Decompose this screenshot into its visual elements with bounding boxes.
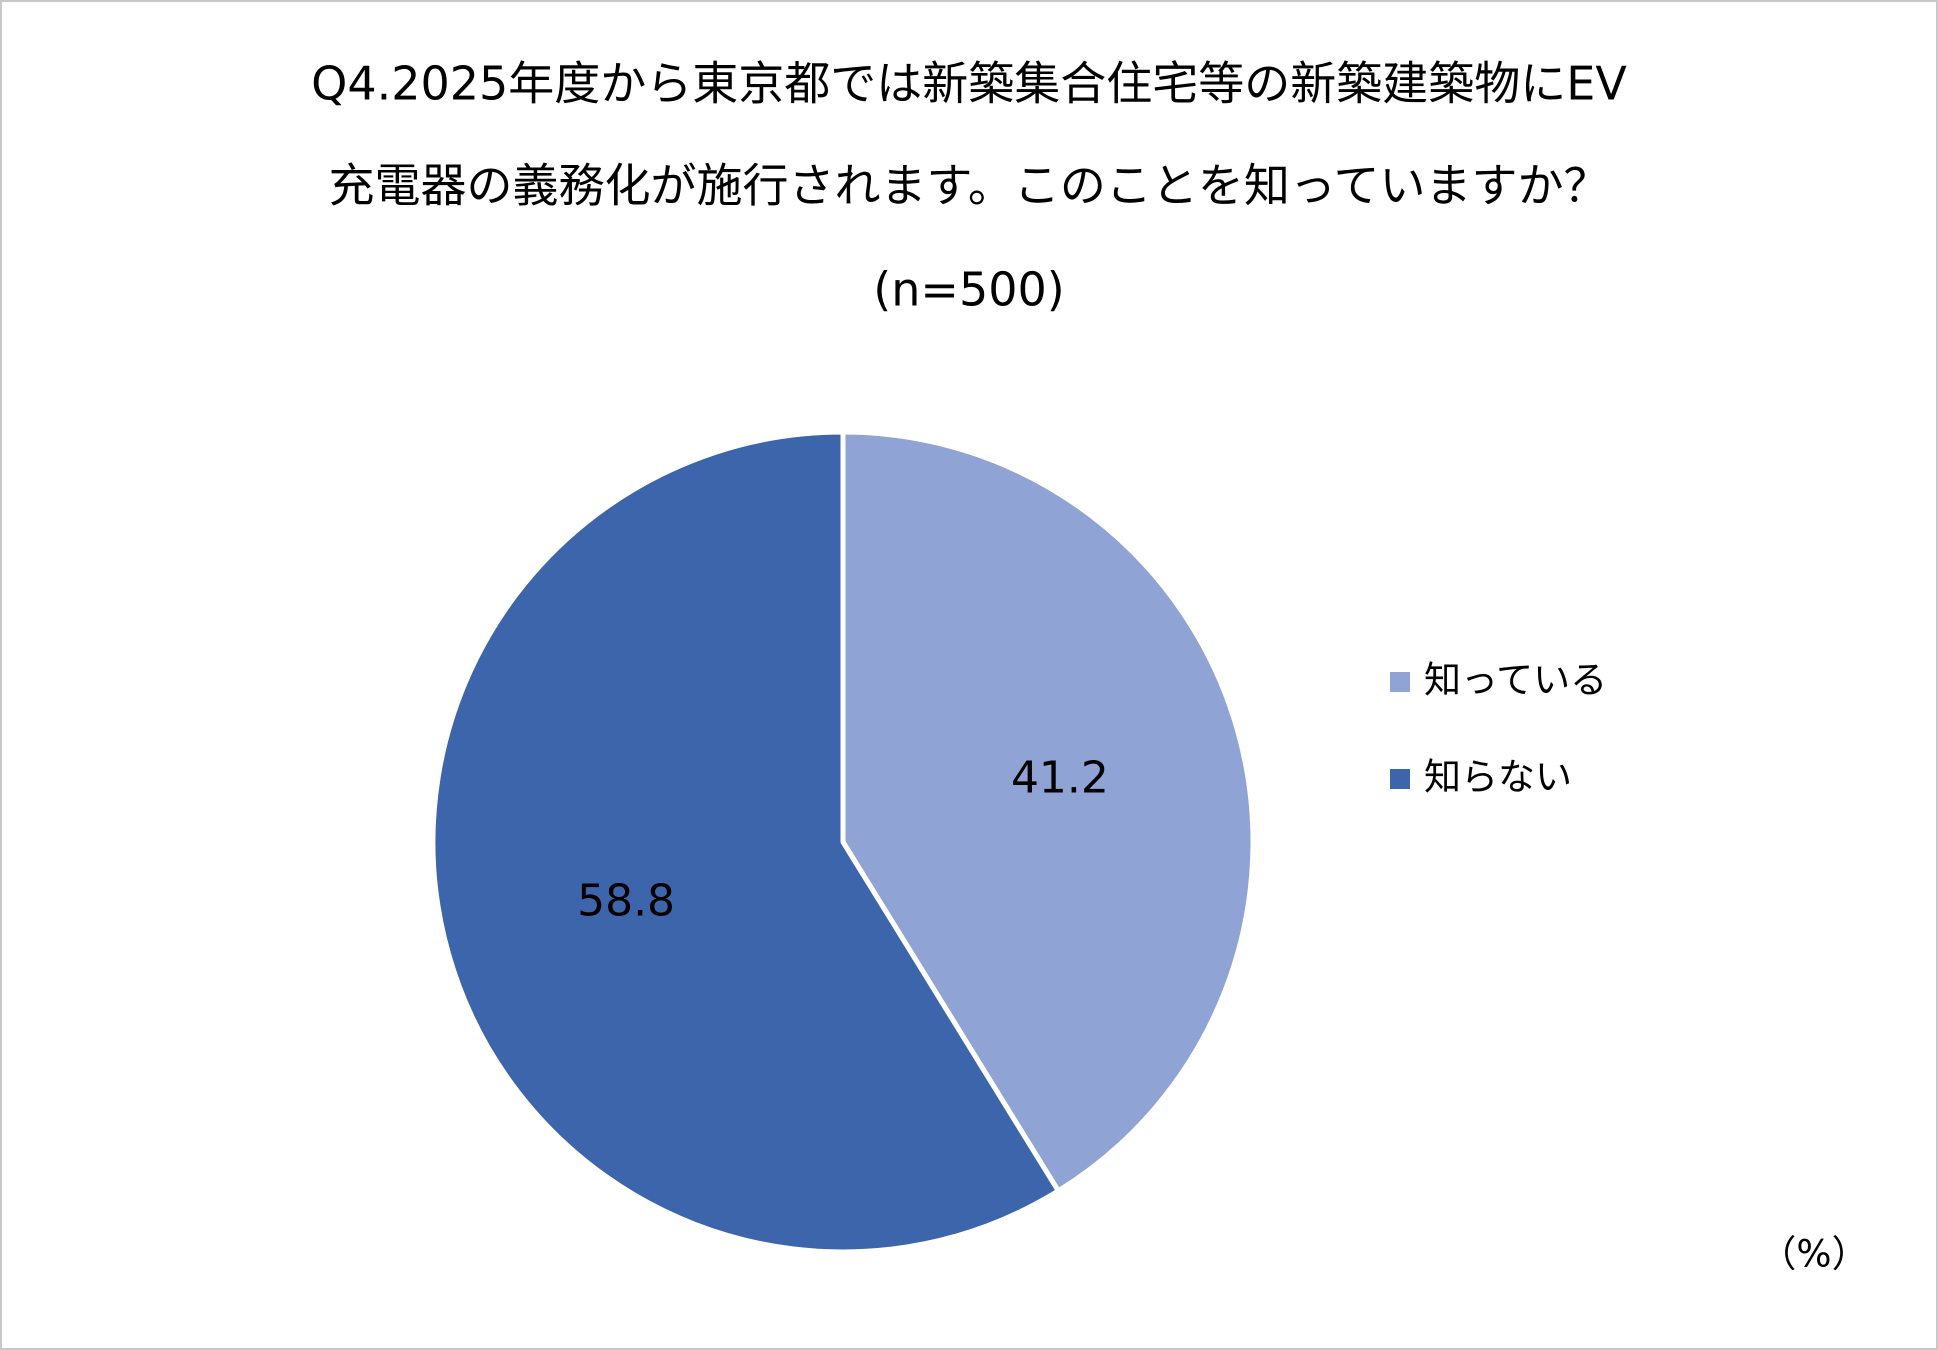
- chart-subtitle: (n=500): [873, 263, 1064, 317]
- pie-slice: [430, 429, 1061, 1255]
- chart-title-line: 充電器の義務化が施行されます。このことを知っていますか？: [328, 159, 1609, 213]
- legend-label: 知らない: [1424, 756, 1572, 799]
- legend-label: 知っている: [1424, 659, 1607, 702]
- legend-swatch: [1390, 672, 1410, 692]
- legend-swatch: [1390, 769, 1410, 789]
- data-label: 58.8: [577, 876, 675, 927]
- pie-slice: [840, 429, 1256, 1194]
- data-label: 41.2: [1011, 752, 1109, 803]
- unit-label: （%）: [1759, 1233, 1868, 1276]
- chart-title-line: Q4.2025年度から東京都では新築集合住宅等の新築建築物にEV: [311, 57, 1627, 111]
